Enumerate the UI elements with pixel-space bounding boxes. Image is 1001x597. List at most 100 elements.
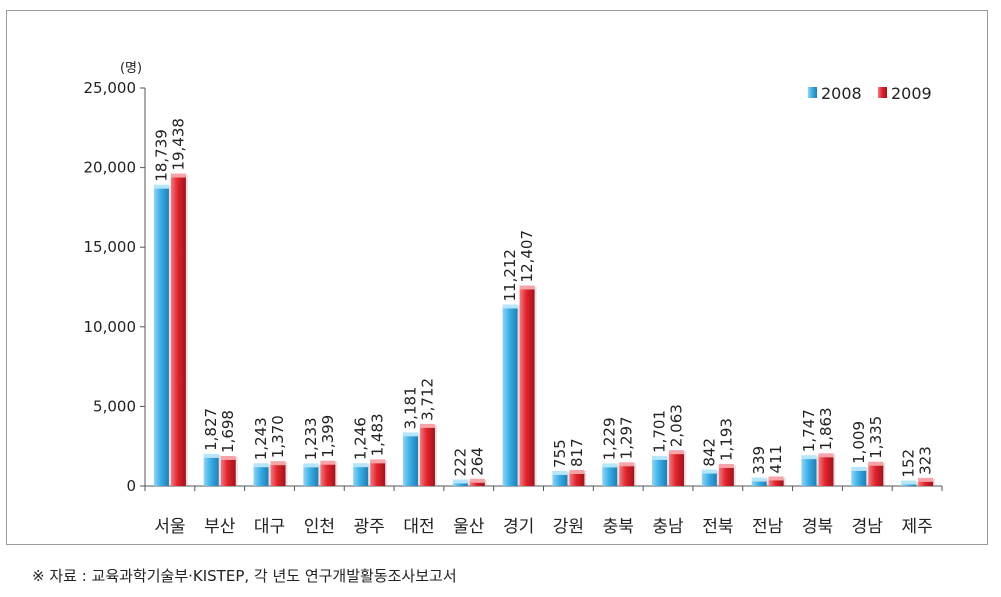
data-label: 842 [700,438,718,467]
data-label: 1,483 [369,413,387,456]
y-tick-label: 0 [126,477,136,495]
x-tick-label: 경남 [852,517,884,537]
data-label: 12,407 [518,230,536,283]
bar-cap [519,285,535,290]
bar-2008 [901,483,917,486]
y-tick-label: 5,000 [93,397,136,415]
x-tick-label: 충남 [652,517,684,537]
y-tick-label: 25,000 [84,79,137,97]
data-label: 339 [750,446,768,475]
bar-2008 [552,473,568,486]
data-label: 1,009 [850,421,868,464]
bar-cap [918,477,934,482]
bar-cap [801,455,817,460]
bar-2009 [918,480,934,486]
x-tick-label: 경북 [802,517,833,537]
bar-2008 [652,458,668,486]
bar-2009 [220,458,236,486]
data-label: 1,827 [202,408,220,451]
data-label: 1,193 [717,418,735,461]
bar-cap [718,464,734,469]
bar-cap [203,453,219,458]
bar-2009 [718,467,734,486]
bar-2008 [801,458,817,486]
bar-cap [419,423,435,428]
bar-2008 [402,435,418,486]
x-tick-label: 충북 [603,517,634,537]
bar-cap [452,479,468,484]
bar-cap [751,477,767,482]
bar-cap [868,461,884,466]
data-label: 1,297 [618,416,636,459]
x-tick-label: 전남 [752,517,784,537]
y-tick-label: 15,000 [84,238,137,256]
data-label: 1,698 [219,410,237,453]
bar-cap [851,466,867,471]
data-label: 817 [568,438,586,467]
y-axis-unit-label: (명) [120,61,142,76]
bar-2009 [868,464,884,486]
data-label: 1,747 [800,409,818,452]
bar-2009 [669,453,685,486]
x-tick-label: 제주 [901,517,932,537]
bar-cap [602,463,618,468]
bar-cap [818,453,834,458]
bar-cap [901,480,917,485]
y-tick-label: 10,000 [84,318,137,336]
bar-2009 [519,288,535,486]
bar-cap [502,304,518,309]
data-label: 1,243 [252,417,270,460]
bar-cap [701,469,717,474]
data-label: 1,229 [601,417,619,460]
legend-swatch-2009 [878,87,887,98]
bar-2008 [502,307,518,486]
bar-2009 [619,465,635,486]
bar-2008 [203,456,219,486]
data-label: 18,739 [152,129,170,182]
data-label: 2,063 [668,404,686,447]
x-tick-label: 부산 [204,517,236,537]
bar-2008 [851,469,867,486]
bar-cap [303,463,319,468]
data-label: 1,335 [867,416,885,459]
x-tick-label: 광주 [354,517,385,537]
bar-2009 [270,464,286,486]
bar-cap [320,460,336,465]
bar-cap [768,476,784,481]
bar-cap [153,184,169,189]
bar-2009 [569,472,585,486]
data-label: 152 [900,449,918,478]
bar-cap [253,463,269,468]
data-label: 222 [451,448,469,477]
bar-cap [170,173,186,178]
legend-label-2008: 2008 [821,84,862,103]
bar-cap [552,470,568,475]
data-label: 11,212 [501,249,519,302]
bar-cap [353,463,369,468]
x-tick-label: 서울 [154,517,185,537]
bar-2008 [751,480,767,486]
bar-2009 [469,481,485,486]
data-label: 1,370 [269,415,287,458]
bar-cap [220,455,236,460]
data-label: 1,863 [817,407,835,450]
bar-cap [619,462,635,467]
x-tick-label: 대구 [254,517,285,537]
bars [153,173,936,487]
data-label: 1,701 [651,410,669,453]
bar-2008 [452,482,468,486]
bar-cap [402,432,418,437]
x-axis: 서울 부산 대구 인천 광주 대전 울산 경기 강원 충북 충남 전북 전남 경북 경남 제주 [144,485,943,537]
bar-2009 [320,463,336,486]
source-note: ※ 자료 : 교육과학기술부·KISTEP, 각 년도 연구개발활동조사보고서 [32,567,457,585]
bar-2008 [303,466,319,486]
bar-cap [652,455,668,460]
data-label: 323 [917,446,935,475]
x-tick-label: 대전 [403,517,434,537]
data-label: 3,712 [418,378,436,421]
y-tick-label: 20,000 [84,159,137,177]
bar-2008 [153,187,169,487]
data-label: 19,438 [169,118,187,171]
data-label: 755 [551,439,569,468]
bar-2009 [818,456,834,486]
